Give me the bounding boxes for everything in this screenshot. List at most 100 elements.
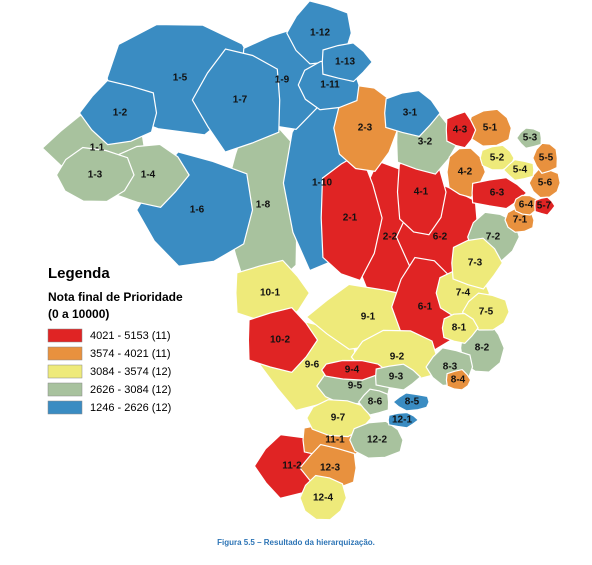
region (321, 42, 373, 83)
legend-subtitle: Nota final de Prioridade (48, 290, 183, 304)
region (513, 194, 541, 216)
region-label: 8-1 (452, 323, 467, 334)
region-label: 9-5 (348, 381, 363, 392)
legend-swatch (47, 346, 83, 361)
region-label: 8-3 (443, 362, 458, 373)
region-label: 4-2 (458, 167, 473, 178)
region-label: 1-12 (310, 28, 330, 39)
region-label: 6-3 (490, 188, 505, 199)
region (471, 176, 528, 210)
region-label: 1-7 (233, 95, 248, 106)
region (534, 196, 556, 216)
region-label: 1-11 (320, 80, 340, 91)
region (445, 111, 477, 149)
legend-swatch (47, 328, 83, 343)
region-label: 5-7 (537, 201, 552, 212)
regions (41, 0, 561, 521)
region-label: 9-6 (305, 360, 320, 371)
region-label: 10-1 (260, 288, 280, 299)
region-label: 12-3 (320, 463, 340, 474)
region-labels: 1-12 1-5 1-13 1-9 1-11 1-7 1-2 2-3 3-1 4-3 5-1 5-3 1… (88, 28, 554, 504)
region-label: 9-4 (345, 365, 360, 376)
region-label: 5-3 (523, 133, 538, 144)
region (502, 158, 535, 182)
region (515, 127, 542, 149)
region (451, 237, 504, 290)
region (320, 359, 387, 381)
region-label: 7-2 (486, 232, 501, 243)
region-label: 10-2 (270, 335, 290, 346)
legend-range: (0 a 10000) (48, 307, 109, 321)
legend-label: 3084 - 3574 (12) (90, 366, 171, 378)
region-label: 1-3 (88, 170, 103, 181)
region (528, 167, 561, 199)
region-label: 5-1 (483, 123, 498, 134)
region-label: 9-2 (390, 352, 405, 363)
region (333, 84, 399, 172)
region-label: 9-1 (361, 312, 376, 323)
region (387, 411, 420, 429)
region-label: 7-3 (468, 258, 483, 269)
region-label: 1-1 (90, 143, 105, 154)
region-label: 11-1 (325, 435, 345, 446)
region-label: 2-2 (383, 232, 398, 243)
region-label: 1-6 (190, 205, 205, 216)
legend-label: 4021 - 5153 (11) (90, 330, 171, 342)
region-label: 12-4 (313, 493, 333, 504)
region-label: 5-4 (513, 165, 528, 176)
region-label: 1-8 (256, 200, 271, 211)
legend-label: 2626 - 3084 (12) (90, 384, 171, 396)
region (532, 142, 558, 174)
region (392, 392, 430, 412)
region-label: 1-13 (335, 57, 355, 68)
legend-swatch (47, 382, 83, 397)
legend-swatch (47, 364, 83, 379)
region-label: 9-7 (331, 413, 346, 424)
region-label: 11-2 (282, 461, 302, 472)
region-label: 12-2 (367, 435, 387, 446)
region (441, 312, 479, 345)
legend-title: Legenda (48, 265, 110, 282)
region (247, 307, 319, 373)
region (445, 368, 472, 391)
region-label: 5-2 (490, 153, 505, 164)
region-label: 1-10 (312, 178, 332, 189)
region (191, 48, 281, 153)
region-label: 9-3 (389, 372, 404, 383)
region-label: 3-2 (418, 137, 433, 148)
region-label: 6-2 (433, 232, 448, 243)
region-label: 2-1 (343, 213, 358, 224)
region-label: 8-4 (451, 375, 466, 386)
region (299, 474, 348, 521)
region-label: 1-9 (275, 75, 290, 86)
region-label: 5-5 (539, 153, 554, 164)
region (78, 79, 158, 146)
legend: 4021 - 5153 (11) 3574 - 4021 (11) 3084 - 3… (47, 328, 171, 415)
region-label: 4-3 (453, 125, 468, 136)
region-label: 7-4 (456, 288, 471, 299)
region-label: 3-1 (403, 108, 418, 119)
region (384, 89, 441, 138)
legend-swatch (47, 400, 83, 415)
region-label: 1-5 (173, 73, 188, 84)
region (374, 363, 422, 391)
region-label: 1-2 (113, 108, 128, 119)
region-label: 12-1 (392, 415, 412, 426)
region-label: 7-1 (513, 215, 528, 226)
region-label: 6-4 (519, 200, 534, 211)
region (55, 146, 135, 203)
region-label: 4-1 (414, 187, 429, 198)
region-label: 8-2 (475, 343, 490, 354)
region-label: 1-4 (141, 170, 156, 181)
caption: Figura 5.5 – Resultado da hierarquização… (217, 538, 375, 547)
region-label: 2-3 (358, 123, 373, 134)
region (357, 388, 390, 416)
region-label: 7-5 (479, 307, 494, 318)
region-label: 8-5 (405, 397, 420, 408)
legend-label: 3574 - 4021 (11) (90, 348, 171, 360)
region-label: 6-1 (418, 302, 433, 313)
region-label: 5-6 (538, 178, 553, 189)
region-label: 8-6 (368, 397, 383, 408)
legend-label: 1246 - 2626 (12) (90, 402, 171, 414)
